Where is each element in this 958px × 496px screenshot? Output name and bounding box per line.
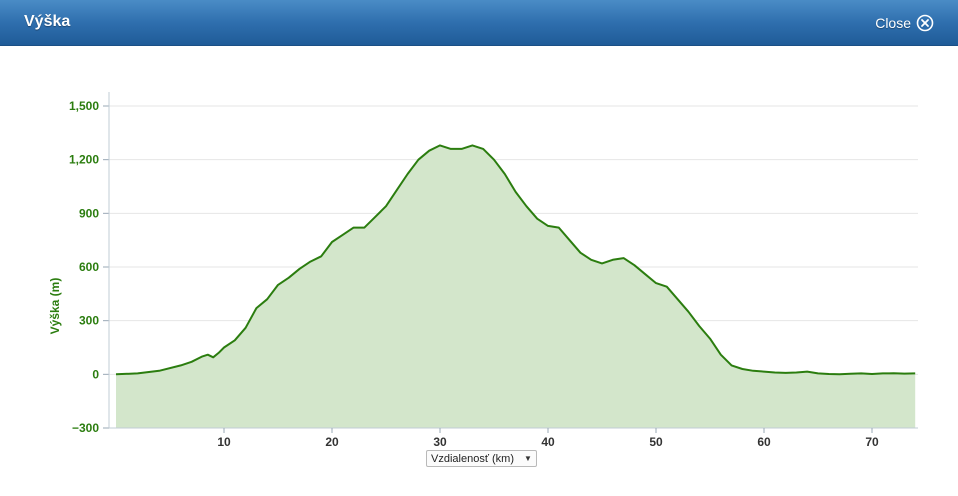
close-circle-icon[interactable] xyxy=(916,14,934,32)
x-tick-label: 40 xyxy=(541,435,555,449)
x-tick-label: 30 xyxy=(433,435,447,449)
y-tick-label: 600 xyxy=(79,260,99,274)
x-unit-select-value: Vzdialenosť (km) xyxy=(431,452,514,465)
y-axis-title: Výška (m) xyxy=(48,277,62,335)
elevation-line xyxy=(115,144,916,376)
x-tick-label: 20 xyxy=(325,435,339,449)
dialog-title: Výška xyxy=(24,13,71,30)
y-tick-label: 900 xyxy=(79,206,99,220)
elevation-area xyxy=(116,145,916,428)
x-tick-label: 70 xyxy=(865,435,879,449)
x-tick-label: 10 xyxy=(217,435,231,449)
x-tick-label: 50 xyxy=(649,435,663,449)
chevron-down-icon: ▼ xyxy=(523,454,532,463)
x-tick-label: 60 xyxy=(757,435,771,449)
close-button[interactable]: Close xyxy=(875,12,934,34)
x-unit-select[interactable]: Vzdialenosť (km) ▼ xyxy=(426,450,537,467)
dialog-titlebar: Výška Close xyxy=(0,0,958,46)
elevation-chart: −300 0 300 600 900 1,200 1,500 10 20 30 40 50 60 70 xyxy=(69,92,918,449)
y-tick-label: −300 xyxy=(72,421,99,435)
y-tick-label: 300 xyxy=(79,314,99,328)
y-tick-label: 1,500 xyxy=(69,99,99,113)
close-label: Close xyxy=(875,15,911,31)
y-tick-label: 1,200 xyxy=(69,153,99,167)
y-tick-label: 0 xyxy=(92,367,99,381)
elevation-chart-area: −300 0 300 600 900 1,200 1,500 10 20 30 40 50 60 70 V… xyxy=(0,46,958,496)
